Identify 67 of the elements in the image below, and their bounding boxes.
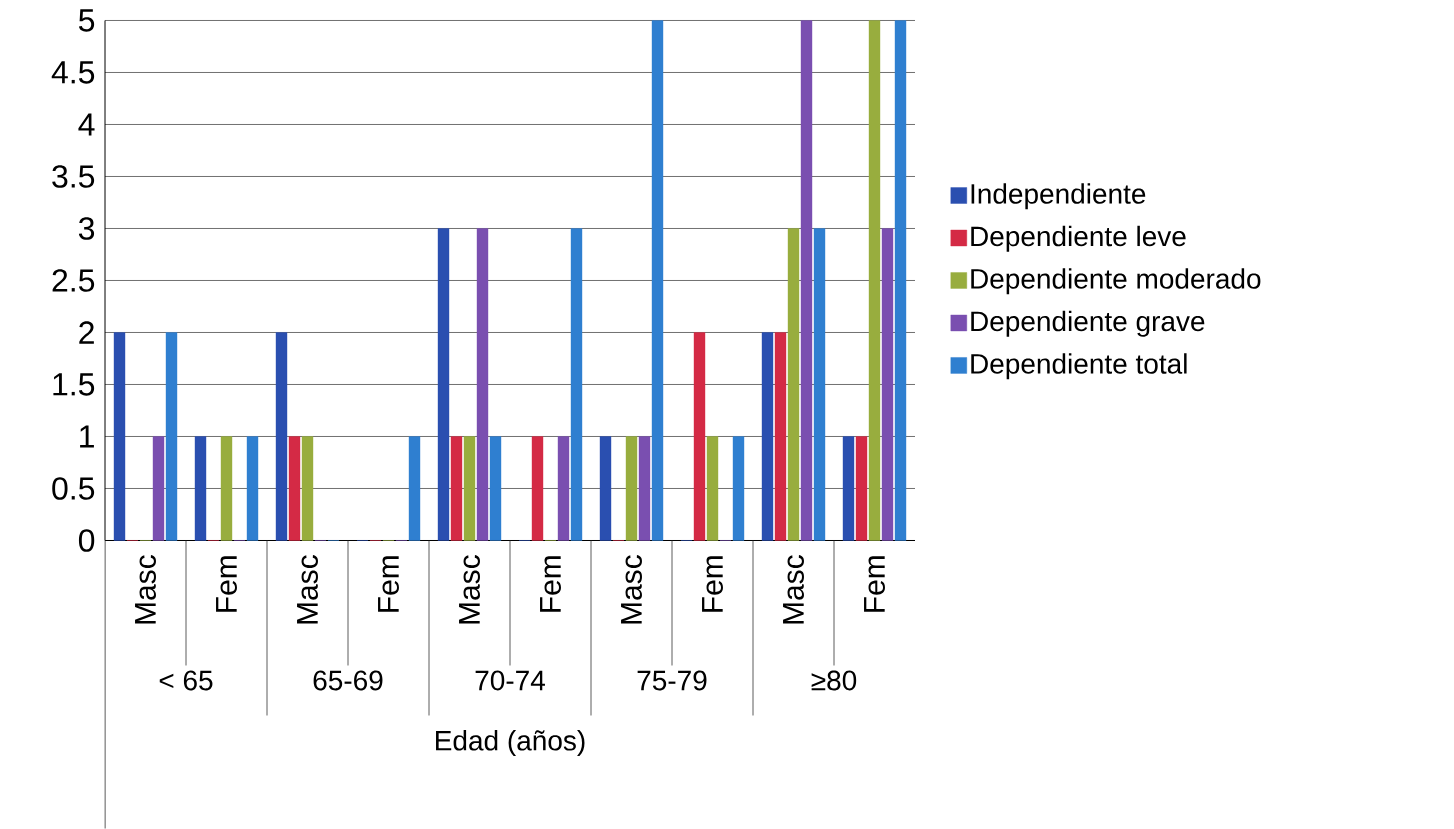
bar: [638, 436, 651, 541]
bar: [463, 436, 476, 541]
y-tick-label: 4: [78, 113, 95, 136]
bar: [868, 20, 881, 541]
y-tick-label: 0: [78, 529, 95, 552]
legend-label: Independiente: [971, 183, 1146, 210]
bar: [531, 436, 544, 541]
x-tick-label: Fem: [864, 556, 885, 612]
bar: [437, 228, 450, 541]
y-tick-label: 3: [78, 217, 95, 240]
bar: [599, 436, 612, 541]
bar: [570, 228, 583, 541]
bar: [288, 436, 301, 541]
legend-label: Dependiente grave: [971, 310, 1205, 337]
x-tick-label: Fem: [540, 556, 561, 612]
y-tick-label: 3.5: [52, 165, 95, 188]
bar: [800, 20, 813, 541]
bar: [732, 436, 745, 541]
x-tick-label: Masc: [459, 555, 480, 624]
bar: [152, 436, 165, 541]
bar: [450, 436, 463, 541]
y-tick-label: 1.5: [53, 373, 95, 396]
legend-label: Dependiente leve: [971, 225, 1186, 252]
bar: [706, 436, 719, 541]
y-tick-label: 1: [80, 425, 94, 448]
bar: [246, 436, 259, 541]
bar: [855, 436, 868, 541]
bar: [408, 436, 421, 541]
legend-label: Dependiente moderado: [971, 268, 1261, 295]
bar: [787, 228, 800, 541]
bar: [881, 228, 894, 541]
x-axis-title: Edad (años): [436, 730, 585, 757]
x-tick-label: Masc: [621, 555, 642, 624]
y-tick-label: 4.5: [51, 61, 95, 84]
text: 65-69: [313, 670, 383, 691]
bar: [165, 332, 178, 541]
bar: [275, 332, 288, 541]
bar: [220, 436, 233, 541]
x-tick-label: Fem: [216, 556, 237, 612]
x-tick-label: Masc: [783, 555, 804, 624]
y-tick-label: 2: [79, 321, 94, 344]
bar: [894, 20, 907, 541]
bar: [761, 332, 774, 541]
y-tick-label: 2.5: [52, 269, 95, 292]
text: 75-79: [637, 670, 707, 691]
bar: [113, 332, 126, 541]
text: ≥80: [811, 670, 857, 691]
bar: [489, 436, 502, 541]
bar: [194, 436, 207, 541]
bar: [693, 332, 706, 541]
text: < 65: [159, 670, 213, 691]
bar: [625, 436, 638, 541]
bar: [476, 228, 489, 541]
x-tick-label: Fem: [702, 556, 723, 612]
x-tick-label: Masc: [297, 555, 318, 624]
text: 70-74: [475, 670, 545, 691]
x-tick-label: Fem: [378, 556, 399, 612]
y-tick-label: 5: [78, 9, 95, 32]
bar: [557, 436, 570, 541]
bar: [842, 436, 855, 541]
bar: [651, 20, 664, 541]
legend-label: Dependiente total: [971, 353, 1187, 380]
bar: [301, 436, 314, 541]
x-tick-label: Masc: [135, 555, 156, 624]
y-tick-label: 0.5: [52, 477, 95, 500]
bar: [813, 228, 826, 541]
bar: [774, 332, 787, 541]
